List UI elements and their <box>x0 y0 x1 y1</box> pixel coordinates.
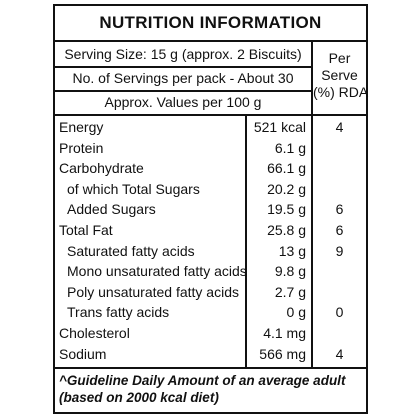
column-divider <box>311 40 313 114</box>
nutrient-name: Added Sugars <box>67 201 156 217</box>
divider <box>55 90 311 92</box>
nutrient-name: Energy <box>59 119 104 135</box>
column-divider <box>311 114 313 367</box>
rda-header-per: Per <box>328 50 351 66</box>
divider <box>55 66 311 68</box>
label-title: NUTRITION INFORMATION <box>55 6 366 42</box>
nutrient-name: Mono unsaturated fatty acids <box>67 263 247 279</box>
nutrient-name: Saturated fatty acids <box>67 243 195 259</box>
nutrient-value: 19.5 g <box>267 201 306 217</box>
nutrient-value: 521 kcal <box>253 119 306 135</box>
nutrient-name: Poly unsaturated fatty acids <box>67 284 239 300</box>
nutrient-value: 25.8 g <box>267 222 306 238</box>
nutrient-name: Carbohydrate <box>59 160 144 176</box>
nutrient-name: Cholesterol <box>59 325 130 341</box>
nutrient-value: 9.8 g <box>274 263 306 279</box>
approx-values: Approx. Values per 100 g <box>104 94 262 110</box>
column-divider <box>245 114 247 367</box>
divider <box>55 114 366 116</box>
rda-header-rda: (%) RDA <box>313 84 369 100</box>
serving-size: Serving Size: 15 g (approx. 2 Biscuits) <box>64 46 302 62</box>
nutrient-value: 13 g <box>278 243 306 259</box>
nutrient-rda: 0 <box>335 304 344 320</box>
nutrient-rda: 9 <box>335 243 344 259</box>
nutrient-value: 20.2 g <box>267 181 306 197</box>
nutrient-value: 6.1 g <box>274 140 306 156</box>
nutrient-rda: 4 <box>335 346 344 362</box>
nutrient-rda: 6 <box>335 201 344 217</box>
nutrient-value: 66.1 g <box>267 160 306 176</box>
nutrient-name: Protein <box>59 140 104 156</box>
nutrient-value: 566 mg <box>259 346 306 362</box>
servings-per-pack: No. of Servings per pack - About 30 <box>72 70 294 86</box>
nutrient-rda: 4 <box>335 119 344 135</box>
footnote-line: (based on 2000 kcal diet) <box>59 390 219 405</box>
nutrient-name: of which Total Sugars <box>67 181 200 197</box>
nutrition-label: NUTRITION INFORMATION Serving Size: 15 g… <box>53 4 368 414</box>
nutrient-rda: 6 <box>335 222 344 238</box>
nutrient-value: 0 g <box>286 304 306 320</box>
rda-header-serve: Serve <box>321 67 358 83</box>
footnote-line: ^Guideline Daily Amount of an average ad… <box>59 373 346 388</box>
nutrient-name: Sodium <box>59 346 107 362</box>
nutrient-value: 4.1 mg <box>263 325 306 341</box>
divider <box>55 367 366 369</box>
nutrient-name: Trans fatty acids <box>67 304 170 320</box>
nutrient-name: Total Fat <box>59 222 113 238</box>
footnote: ^Guideline Daily Amount of an average ad… <box>59 372 364 406</box>
nutrient-value: 2.7 g <box>274 284 306 300</box>
